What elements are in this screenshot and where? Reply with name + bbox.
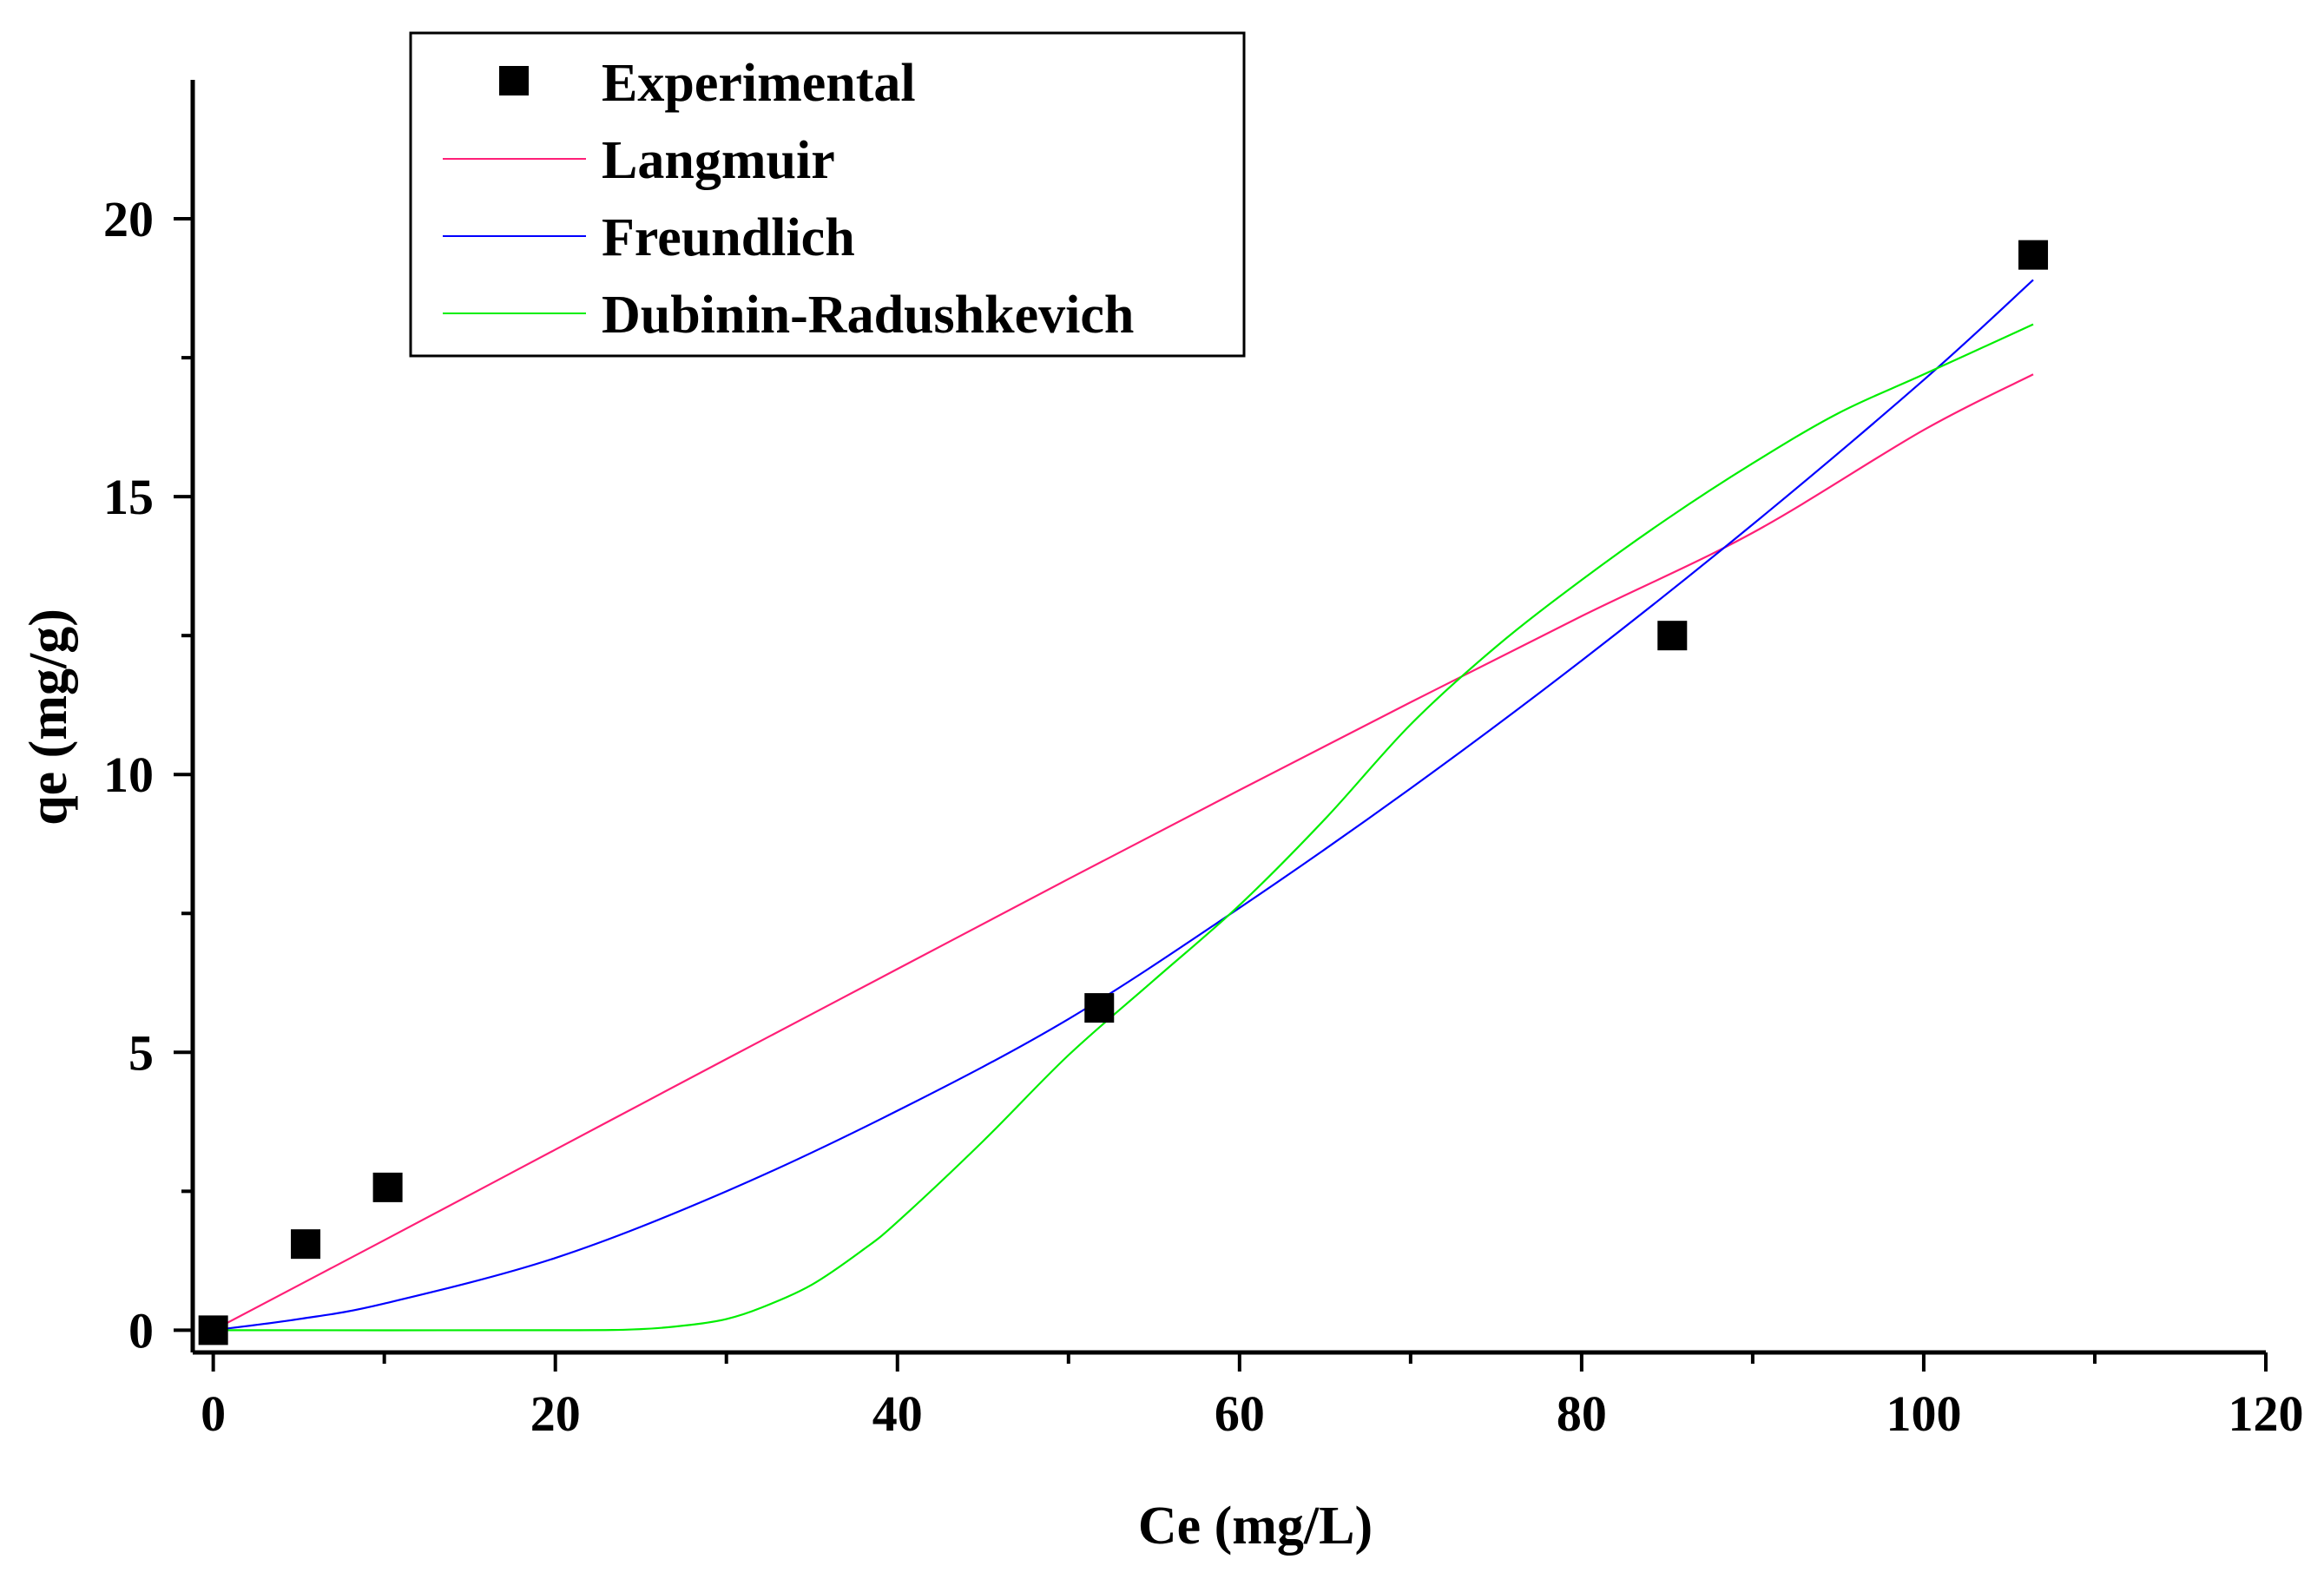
x-tick-label: 40 xyxy=(872,1385,923,1442)
legend: Experimental Langmuir Freundlich Dubinin… xyxy=(409,31,1246,358)
legend-label-experimental: Experimental xyxy=(602,54,916,113)
x-tick-label: 100 xyxy=(1886,1385,1961,1442)
plot-area xyxy=(198,240,2049,1345)
data-point-experimental xyxy=(372,1172,403,1202)
data-point-experimental xyxy=(198,1315,228,1345)
x-axis-title: Ce (mg/L) xyxy=(1138,1497,1373,1556)
x-tick-label: 60 xyxy=(1215,1385,1265,1442)
series-line-freundlich xyxy=(213,279,2034,1332)
legend-label-dubinin-radushkevich: Dubinin-Radushkevich xyxy=(602,286,1134,345)
x-tick-label: 120 xyxy=(2229,1385,2304,1442)
data-point-experimental xyxy=(291,1229,321,1260)
data-point-experimental xyxy=(1657,621,1688,651)
data-point-experimental xyxy=(1084,993,1115,1023)
y-tick-label: 0 xyxy=(128,1302,154,1359)
x-tick-label: 0 xyxy=(201,1385,226,1442)
fit-curves xyxy=(213,279,2034,1332)
y-ticks: 0 5 10 15 20 xyxy=(103,191,193,1359)
legend-box xyxy=(409,31,1246,358)
series-line-dubinin-radushkevich xyxy=(213,323,2034,1332)
x-axis: 0 20 40 60 80 100 120 xyxy=(193,1350,2304,1442)
x-tick-label: 20 xyxy=(530,1385,581,1442)
series-line-langmuir xyxy=(213,373,2034,1332)
legend-marker-experimental xyxy=(499,66,529,95)
legend-label-freundlich: Freundlich xyxy=(602,208,855,267)
y-axis: 0 5 10 15 20 xyxy=(103,80,195,1359)
legend-label-langmuir: Langmuir xyxy=(602,131,835,190)
x-ticks: 0 20 40 60 80 100 120 xyxy=(201,1352,2304,1442)
data-point-experimental xyxy=(2018,240,2049,270)
y-tick-label: 10 xyxy=(103,747,154,803)
y-axis-title: qe (mg/g) xyxy=(19,609,78,826)
y-tick-label: 20 xyxy=(103,191,154,247)
y-tick-label: 15 xyxy=(103,469,154,525)
x-tick-label: 80 xyxy=(1557,1385,1607,1442)
y-tick-label: 5 xyxy=(128,1024,154,1081)
experimental-points xyxy=(198,240,2049,1345)
